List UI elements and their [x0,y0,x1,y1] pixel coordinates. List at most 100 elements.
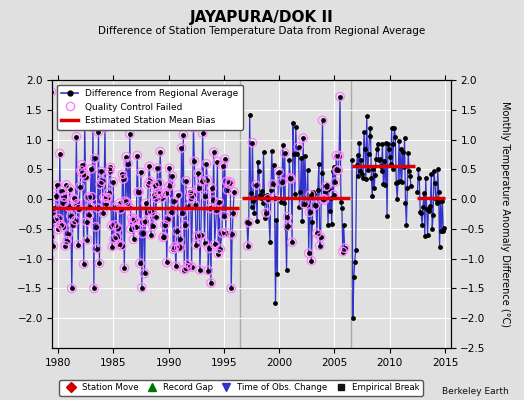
Point [108,243,116,250]
Point [435,244,444,250]
Point [43,174,52,181]
Point [280,200,288,206]
Point [158,195,166,201]
Point [95,260,104,266]
Point [188,264,196,270]
Point [154,165,162,172]
Point [68,285,76,292]
Point [205,245,213,252]
Point [142,218,150,224]
Point [104,190,113,196]
Point [436,198,445,204]
Point [118,171,127,178]
Point [288,239,296,246]
Point [292,150,301,157]
Point [154,190,162,196]
Point [140,270,149,277]
Point [60,194,69,200]
Point [104,190,113,196]
Point [148,209,156,215]
Point [326,207,334,214]
Point [187,195,195,201]
Point [76,184,84,190]
Point [133,152,141,159]
Point [333,167,342,174]
Point [45,225,53,232]
Point [304,250,313,256]
Point [282,266,291,273]
Point [425,208,434,214]
Point [168,173,177,179]
Point [100,194,108,201]
Point [191,202,200,208]
Point [215,199,223,205]
Point [205,245,213,252]
Point [82,218,91,225]
Point [262,210,270,216]
Point [83,237,92,243]
Point [331,179,340,185]
Point [371,172,379,178]
Point [64,231,72,237]
Point [216,246,224,252]
Point [270,195,279,201]
Point [154,190,162,196]
Point [358,171,366,178]
Point [48,209,57,216]
Point [50,204,59,211]
Point [92,246,101,252]
Point [386,154,394,160]
Point [222,230,230,236]
Point [440,225,449,231]
Point [119,176,127,182]
Point [105,168,114,174]
Point [132,224,140,231]
Point [366,124,375,131]
Point [286,175,294,181]
Point [227,285,235,292]
Point [117,243,126,249]
Point [140,270,149,277]
Point [135,188,143,195]
Point [202,160,211,167]
Point [335,152,343,159]
Point [96,181,104,188]
Point [330,192,338,198]
Point [381,182,389,188]
Point [117,243,126,249]
Point [302,195,310,201]
Point [146,178,154,184]
Point [245,219,253,226]
Point [330,192,338,198]
Point [59,199,68,206]
Point [247,204,256,210]
Point [88,194,96,200]
Point [189,124,198,131]
Point [413,189,422,196]
Point [219,162,227,169]
Point [228,231,236,238]
Point [218,230,226,236]
Point [318,117,326,124]
Point [216,246,224,252]
Point [78,162,86,168]
Point [423,232,432,238]
Point [120,265,128,272]
Point [148,209,156,215]
Point [69,195,78,202]
Point [81,174,90,180]
Point [350,273,358,280]
Point [128,218,137,224]
Point [438,198,446,204]
Point [202,160,211,167]
Point [134,189,143,196]
Point [395,138,403,144]
Point [222,230,230,236]
Point [230,189,238,195]
Point [287,176,296,182]
Point [312,203,320,209]
Point [187,195,195,201]
Point [329,168,337,174]
Point [421,175,430,181]
Point [81,174,90,180]
